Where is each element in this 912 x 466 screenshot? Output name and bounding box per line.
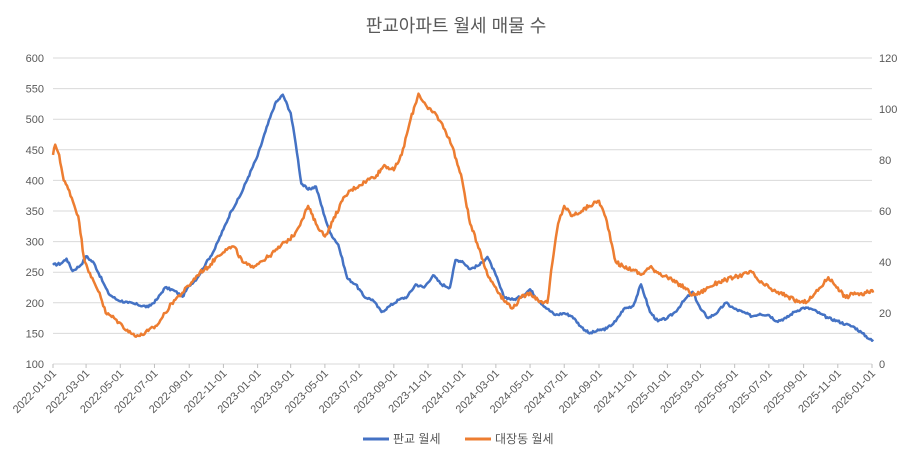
- gridlines: [53, 57, 872, 365]
- y-tick-label-0: 100: [26, 359, 44, 371]
- y-axis-left-ticks: 100 150 200 250 300 350 400 450 500 550 600: [26, 53, 44, 371]
- y2-tick-label-4: 80: [879, 155, 891, 167]
- y2-tick-label-5: 100: [879, 104, 897, 116]
- y-tick-label-1: 150: [26, 328, 44, 340]
- y-tick-label-10: 600: [26, 53, 44, 65]
- y-tick-label-9: 550: [26, 84, 44, 96]
- y-tick-label-6: 400: [26, 175, 44, 187]
- series-line-2: [51, 92, 875, 338]
- y-tick-label-3: 250: [26, 267, 44, 279]
- y2-tick-label-6: 120: [879, 53, 897, 65]
- chart-title: 판교아파트 월세 매물 수: [366, 16, 547, 36]
- y-tick-label-2: 200: [26, 298, 44, 310]
- y-tick-label-8: 500: [26, 114, 44, 126]
- series-lines: [51, 92, 875, 342]
- y-tick-label-7: 450: [26, 145, 44, 157]
- y2-tick-label-2: 40: [879, 257, 891, 269]
- y2-tick-label-3: 60: [879, 206, 891, 218]
- y-tick-label-4: 300: [26, 237, 44, 249]
- y-tick-label-5: 350: [26, 206, 44, 218]
- legend: 판교 월세 대장동 월세: [363, 432, 554, 446]
- legend-label-series-2: 대장동 월세: [495, 432, 554, 446]
- y-axis-right-ticks: 0 20 40 60 80 100 120: [879, 53, 897, 371]
- y2-tick-label-1: 20: [879, 308, 891, 320]
- y2-tick-label-0: 0: [879, 359, 885, 371]
- legend-label-series-1: 판교 월세: [393, 432, 441, 446]
